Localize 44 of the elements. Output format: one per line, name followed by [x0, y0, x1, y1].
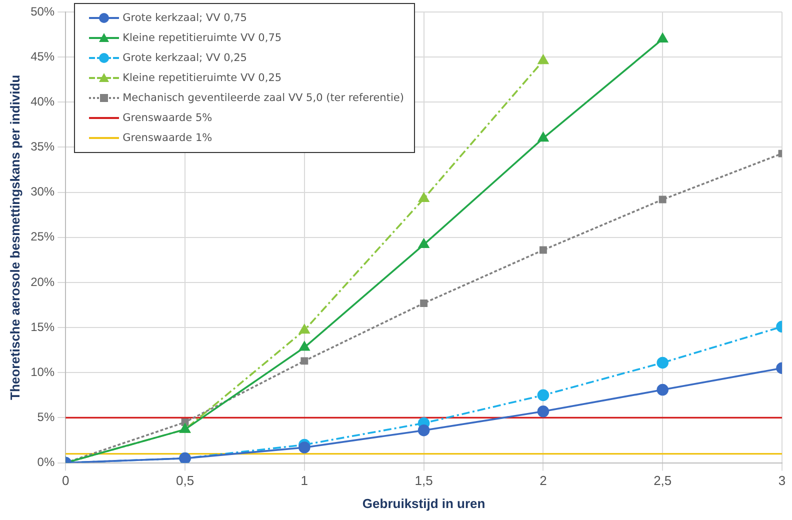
x-tick-label: 0,5: [176, 473, 194, 488]
point: [656, 356, 669, 369]
y-tick-label: 40%: [30, 94, 55, 108]
point: [538, 54, 548, 64]
legend-label: Kleine repetitieruimte VV 0,75: [122, 32, 282, 44]
y-tick-label: 45%: [30, 49, 55, 64]
point: [299, 324, 310, 334]
x-tick-label: 2,5: [654, 473, 672, 488]
legend-label: Grenswaarde 1%: [122, 132, 212, 144]
legend-label: Mechanisch geventileerde zaal VV 5,0 (ter referentie): [122, 92, 404, 104]
point: [418, 238, 430, 248]
point: [418, 192, 430, 202]
y-tick-label: 5%: [37, 410, 55, 424]
point: [657, 33, 668, 42]
y-tick-label: 35%: [30, 140, 55, 154]
x-tick-label: 1,5: [414, 473, 433, 488]
x-tick-label: 3: [778, 473, 786, 488]
y-axis-title: Theoretische aerosole besmettingskans per individu: [7, 74, 22, 400]
y-tick-label: 15%: [30, 320, 55, 334]
y-tick-label: 30%: [30, 184, 55, 199]
y-tick-label: 10%: [30, 364, 55, 379]
point: [300, 357, 308, 365]
legend-label: Kleine repetitieruimte VV 0,25: [122, 72, 282, 84]
x-tick-label: 2: [540, 473, 547, 488]
x-tick-label: 0: [62, 473, 70, 488]
point: [539, 246, 547, 254]
point: [537, 406, 550, 418]
x-axis-title: Gebruikstijd in uren: [362, 496, 486, 511]
y-tick-label: 20%: [30, 274, 55, 289]
point: [538, 132, 548, 142]
point: [299, 341, 310, 351]
point: [298, 442, 310, 454]
y-tick-label: 0%: [37, 455, 55, 470]
legend-label: Grote kerkzaal; VV 0,25: [122, 52, 247, 64]
legend-label: Grote kerkzaal; VV 0,75: [122, 12, 247, 24]
x-tick-label: 1: [300, 473, 308, 488]
point: [656, 384, 669, 396]
y-tick-label: 25%: [30, 230, 55, 244]
point: [658, 196, 666, 204]
y-tick-label: 50%: [30, 4, 55, 18]
legend-label: Grenswaarde 5%: [122, 112, 212, 124]
point: [537, 389, 550, 402]
point: [418, 424, 430, 436]
point: [420, 299, 428, 307]
